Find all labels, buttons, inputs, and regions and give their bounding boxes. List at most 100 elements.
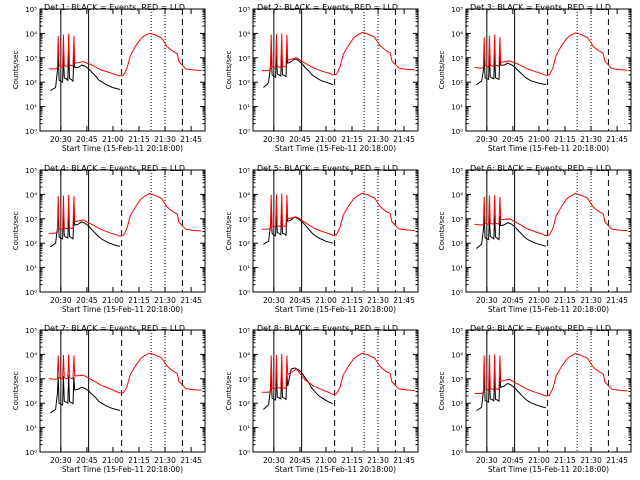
y-tick-label: 10² — [25, 79, 37, 87]
x-tick-label: 21:00 — [528, 135, 550, 144]
x-tick-label: 21:45 — [393, 135, 415, 144]
y-tick-label: 10⁰ — [238, 289, 250, 297]
events-line — [263, 367, 334, 410]
x-axis-label: Start Time (15-Feb-11 20:18:00) — [62, 305, 183, 314]
y-tick-label: 10¹ — [25, 265, 37, 273]
y-tick-label: 10⁵ — [238, 6, 250, 14]
x-tick-label: 21:15 — [341, 296, 363, 305]
y-tick-label: 10¹ — [238, 104, 250, 112]
x-tick-label: 21:30 — [367, 456, 389, 465]
x-tick-label: 21:15 — [554, 296, 576, 305]
lld-line — [474, 352, 628, 397]
x-tick-label: 20:45 — [502, 296, 524, 305]
x-tick-label: 21:00 — [315, 135, 337, 144]
lld-line — [261, 192, 415, 236]
x-tick-label: 20:45 — [502, 456, 524, 465]
y-tick-label: 10³ — [451, 376, 463, 384]
chart-panel-7: 10⁰ 10¹ 10² 10³ 10⁴ 10⁵ 20:30 20:45 21:00 21:15 21… — [12, 324, 206, 474]
y-tick-label: 10² — [238, 400, 250, 408]
x-tick-label: 20:45 — [289, 135, 311, 144]
y-tick-label: 10³ — [25, 55, 37, 63]
x-tick-label: 21:45 — [180, 456, 202, 465]
x-tick-label: 21:30 — [367, 135, 389, 144]
plot-frame — [465, 8, 632, 132]
x-tick-label: 21:45 — [393, 456, 415, 465]
lld-line — [261, 352, 415, 395]
x-tick-label: 20:30 — [263, 456, 285, 465]
y-tick-label: 10¹ — [25, 104, 37, 112]
chart-title: Det 5: BLACK = Events, RED = LLD — [257, 164, 398, 173]
y-axis-label: Counts/sec — [12, 51, 20, 90]
y-tick-label: 10¹ — [238, 265, 250, 273]
x-tick-label: 21:00 — [102, 456, 124, 465]
chart-panel-9: 10⁰ 10¹ 10² 10³ 10⁴ 10⁵ 20:30 20:45 21:00 21:15 21… — [438, 324, 632, 474]
y-tick-label: 10¹ — [451, 425, 463, 433]
x-tick-label: 20:30 — [476, 296, 498, 305]
x-tick-label: 20:30 — [50, 135, 72, 144]
x-tick-label: 21:15 — [554, 456, 576, 465]
y-axis-label: Counts/sec — [438, 51, 446, 90]
y-tick-label: 10⁰ — [25, 449, 37, 457]
plot-frame — [39, 169, 206, 293]
y-tick-label: 10² — [238, 240, 250, 248]
y-tick-label: 10³ — [451, 216, 463, 224]
x-tick-label: 20:45 — [502, 135, 524, 144]
plot-frame — [252, 329, 419, 453]
y-tick-label: 10⁰ — [25, 128, 37, 136]
chart-panel-4: 10⁰ 10¹ 10² 10³ 10⁴ 10⁵ 20:30 20:45 21:00 21:15 21… — [12, 164, 206, 314]
chart-title: Det 3: BLACK = Events, RED = LLD — [470, 3, 611, 12]
y-axis-label: Counts/sec — [225, 51, 233, 90]
y-tick-label: 10² — [451, 79, 463, 87]
y-tick-label: 10⁵ — [451, 6, 463, 14]
x-tick-label: 21:15 — [128, 135, 150, 144]
x-tick-label: 21:00 — [528, 296, 550, 305]
y-tick-label: 10² — [25, 400, 37, 408]
chart-panel-1: 10⁰ 10¹ 10² 10³ 10⁴ 10⁵ 20:30 20:45 21:00 21:15 21… — [12, 3, 206, 153]
plot-frame — [39, 8, 206, 132]
y-tick-label: 10⁰ — [25, 289, 37, 297]
chart-title: Det 7: BLACK = Events, RED = LLD — [44, 324, 185, 333]
y-tick-label: 10³ — [238, 216, 250, 224]
x-tick-label: 21:30 — [580, 135, 602, 144]
y-tick-label: 10⁰ — [238, 128, 250, 136]
lld-line — [261, 31, 415, 76]
y-tick-label: 10⁴ — [238, 351, 250, 359]
events-line — [50, 375, 121, 414]
y-tick-label: 10² — [451, 240, 463, 248]
events-line — [476, 214, 547, 249]
x-tick-label: 21:00 — [102, 296, 124, 305]
plot-frame — [39, 329, 206, 453]
y-axis-label: Counts/sec — [438, 372, 446, 411]
x-axis-label: Start Time (15-Feb-11 20:18:00) — [275, 144, 396, 153]
y-tick-label: 10³ — [25, 216, 37, 224]
x-tick-label: 21:30 — [580, 456, 602, 465]
y-tick-label: 10⁵ — [25, 167, 37, 175]
y-tick-label: 10⁴ — [238, 30, 250, 38]
y-tick-label: 10⁴ — [451, 351, 463, 359]
chart-title: Det 8: BLACK = Events, RED = LLD — [257, 324, 398, 333]
lld-line — [48, 32, 202, 77]
y-axis-label: Counts/sec — [225, 212, 233, 251]
y-tick-label: 10² — [238, 79, 250, 87]
x-tick-label: 20:30 — [476, 456, 498, 465]
x-tick-label: 21:45 — [606, 456, 628, 465]
x-axis-label: Start Time (15-Feb-11 20:18:00) — [488, 465, 609, 474]
y-axis-label: Counts/sec — [225, 372, 233, 411]
x-tick-label: 20:45 — [289, 296, 311, 305]
y-tick-label: 10⁴ — [25, 351, 37, 359]
x-axis-label: Start Time (15-Feb-11 20:18:00) — [62, 144, 183, 153]
x-axis-label: Start Time (15-Feb-11 20:18:00) — [488, 305, 609, 314]
y-tick-label: 10³ — [238, 376, 250, 384]
y-tick-label: 10¹ — [25, 425, 37, 433]
chart-title: Det 2: BLACK = Events, RED = LLD — [257, 3, 398, 12]
lld-line — [48, 193, 202, 237]
x-tick-label: 21:45 — [606, 296, 628, 305]
chart-panel-3: 10⁰ 10¹ 10² 10³ 10⁴ 10⁵ 20:30 20:45 21:00 21:15 21… — [438, 3, 632, 153]
chart-title: Det 4: BLACK = Events, RED = LLD — [44, 164, 185, 173]
lld-line — [474, 32, 628, 76]
x-tick-label: 21:30 — [154, 456, 176, 465]
x-tick-label: 21:15 — [341, 135, 363, 144]
x-tick-label: 21:30 — [154, 296, 176, 305]
chart-panel-6: 10⁰ 10¹ 10² 10³ 10⁴ 10⁵ 20:30 20:45 21:00 21:15 21… — [438, 164, 632, 314]
x-tick-label: 20:30 — [50, 456, 72, 465]
